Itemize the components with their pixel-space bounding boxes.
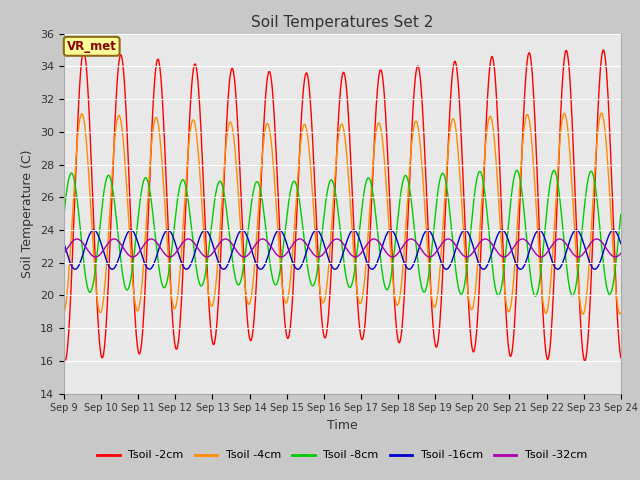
Tsoil -8cm	[429, 236, 436, 242]
Tsoil -2cm	[170, 337, 178, 343]
Tsoil -4cm	[60, 310, 68, 316]
Tsoil -4cm	[502, 295, 509, 300]
Line: Tsoil -32cm: Tsoil -32cm	[64, 239, 621, 257]
Tsoil -8cm	[184, 195, 191, 201]
Tsoil -4cm	[598, 110, 605, 116]
Tsoil -2cm	[617, 355, 625, 360]
Tsoil -32cm	[407, 236, 415, 242]
Tsoil -16cm	[516, 266, 524, 272]
Tsoil -2cm	[600, 47, 607, 53]
Line: Tsoil -4cm: Tsoil -4cm	[64, 113, 621, 314]
Tsoil -4cm	[579, 312, 587, 317]
Tsoil -32cm	[246, 250, 254, 255]
Tsoil -2cm	[246, 337, 254, 343]
Line: Tsoil -16cm: Tsoil -16cm	[64, 230, 621, 269]
Line: Tsoil -8cm: Tsoil -8cm	[64, 170, 621, 296]
Tsoil -2cm	[184, 154, 191, 159]
Tsoil -32cm	[60, 251, 68, 256]
Text: VR_met: VR_met	[67, 40, 116, 53]
Tsoil -32cm	[184, 236, 191, 242]
Tsoil -16cm	[60, 240, 68, 246]
Tsoil -2cm	[581, 358, 589, 364]
Tsoil -16cm	[429, 234, 436, 240]
Tsoil -8cm	[617, 212, 625, 217]
X-axis label: Time: Time	[327, 419, 358, 432]
Tsoil -2cm	[502, 301, 509, 307]
Tsoil -16cm	[184, 266, 191, 272]
Tsoil -32cm	[502, 253, 510, 259]
Tsoil -4cm	[617, 310, 625, 316]
Tsoil -2cm	[429, 319, 436, 324]
Tsoil -32cm	[617, 251, 625, 256]
Tsoil -4cm	[551, 218, 559, 224]
Tsoil -4cm	[429, 300, 436, 306]
Y-axis label: Soil Temperature (C): Soil Temperature (C)	[22, 149, 35, 278]
Legend: Tsoil -2cm, Tsoil -4cm, Tsoil -8cm, Tsoil -16cm, Tsoil -32cm: Tsoil -2cm, Tsoil -4cm, Tsoil -8cm, Tsoi…	[93, 446, 592, 465]
Title: Soil Temperatures Set 2: Soil Temperatures Set 2	[252, 15, 433, 30]
Tsoil -16cm	[246, 242, 254, 248]
Tsoil -8cm	[550, 168, 557, 173]
Tsoil -2cm	[60, 355, 68, 360]
Tsoil -8cm	[170, 223, 178, 229]
Tsoil -32cm	[170, 252, 178, 257]
Tsoil -4cm	[184, 153, 191, 158]
Tsoil -8cm	[60, 212, 68, 217]
Line: Tsoil -2cm: Tsoil -2cm	[64, 50, 621, 361]
Tsoil -32cm	[388, 254, 396, 260]
Tsoil -8cm	[531, 293, 539, 299]
Tsoil -32cm	[429, 252, 437, 258]
Tsoil -16cm	[498, 227, 506, 233]
Tsoil -16cm	[617, 240, 625, 246]
Tsoil -32cm	[552, 238, 559, 244]
Tsoil -2cm	[551, 262, 559, 267]
Tsoil -4cm	[170, 306, 178, 312]
Tsoil -16cm	[552, 265, 559, 271]
Tsoil -16cm	[502, 231, 509, 237]
Tsoil -8cm	[552, 169, 559, 175]
Tsoil -16cm	[170, 237, 178, 243]
Tsoil -4cm	[246, 300, 254, 305]
Tsoil -8cm	[502, 252, 509, 258]
Tsoil -8cm	[246, 210, 254, 216]
